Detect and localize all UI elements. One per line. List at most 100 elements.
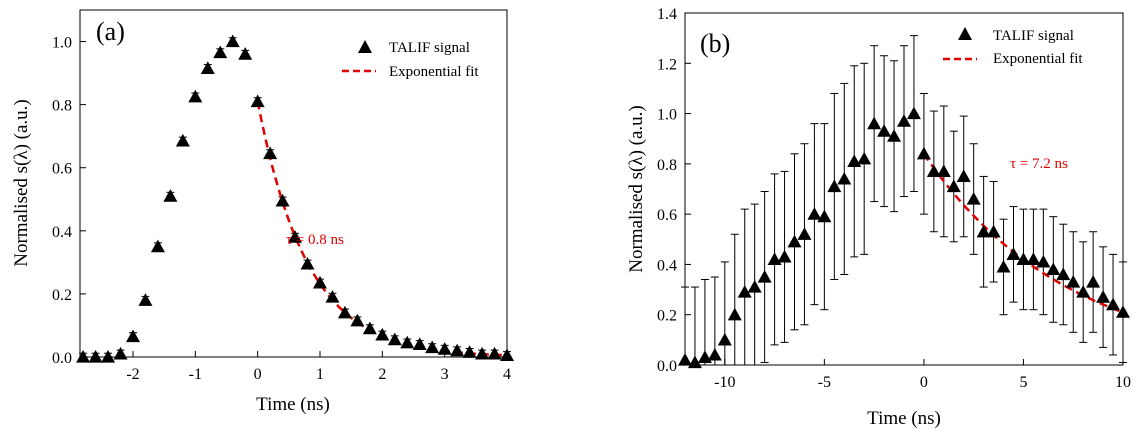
panel-a-talif-point bbox=[150, 239, 165, 253]
panel-b-tau-annotation: τ = 7.2 ns bbox=[1010, 156, 1068, 172]
panel-b-talif-point bbox=[887, 129, 902, 142]
panel-a-x-tick-label: -1 bbox=[189, 366, 202, 383]
panel-b-y-tick-label: 1.0 bbox=[657, 107, 677, 124]
panel-a-talif-point bbox=[175, 133, 190, 147]
panel-b-tag: (b) bbox=[700, 29, 730, 58]
panel-a-talif-point bbox=[375, 327, 390, 341]
panel-b-talif-point bbox=[757, 270, 772, 283]
panel-a-talif-point bbox=[238, 47, 253, 60]
panel-b-y-tick-label: 1.4 bbox=[657, 6, 677, 23]
panel-a-talif-point bbox=[362, 321, 377, 335]
panel-a-x-tick-label: 1 bbox=[316, 366, 324, 383]
panel-b-talif-point bbox=[936, 164, 951, 177]
panel-a-talif-point bbox=[387, 332, 402, 346]
panel-a-talif-point bbox=[88, 350, 103, 363]
panel-b-talif-point bbox=[976, 224, 991, 238]
panel-a-y-tick-label: 1.0 bbox=[52, 35, 72, 52]
panel-a-plot-frame bbox=[79, 9, 508, 358]
panel-b-talif-point bbox=[1026, 252, 1041, 265]
panel-a-talif-point bbox=[101, 350, 116, 363]
panel-a-talif-point bbox=[400, 335, 415, 349]
panel-b-x-tick-label: 5 bbox=[1019, 374, 1027, 391]
panel-b-talif-point bbox=[1056, 267, 1071, 281]
panel-a-x-tick-label: 4 bbox=[503, 366, 511, 383]
panel-a-y-axis-label: Normalised s(λ) (a.u.) bbox=[11, 99, 32, 267]
panel-b-talif-point bbox=[697, 350, 712, 364]
panel-b-talif-point bbox=[1106, 297, 1121, 311]
panel-b-talif-point bbox=[1016, 252, 1031, 265]
panel-b-legend: TALIF signal Exponential fit bbox=[943, 27, 1083, 67]
panel-a-talif-point bbox=[475, 346, 490, 360]
panel-b-talif-point bbox=[1036, 254, 1051, 268]
panel-b-y-tick-label: 0.8 bbox=[657, 157, 677, 174]
panel-a-x-tick-label: 3 bbox=[441, 366, 449, 383]
panel-a-talif-point bbox=[200, 61, 215, 74]
panel-a-talif-point bbox=[350, 313, 365, 327]
panel-a-talif-point bbox=[213, 45, 228, 59]
panel-b-talif-point bbox=[1046, 262, 1061, 276]
panel-a-talif-point bbox=[312, 275, 327, 289]
panel-b-talif-point bbox=[817, 209, 832, 223]
panel-b-talif-point bbox=[767, 252, 782, 265]
panel-a-talif-point bbox=[288, 230, 303, 243]
panel-a-talif-point bbox=[250, 94, 265, 108]
panel-a-talif-point bbox=[337, 305, 352, 319]
panel-b-talif-point bbox=[867, 116, 882, 130]
panel-b-data-marks bbox=[678, 35, 1130, 369]
panel-b-talif-point bbox=[946, 179, 961, 193]
panel-a-legend: TALIF signal Exponential fit bbox=[342, 40, 479, 80]
panel-b-talif-point bbox=[996, 259, 1011, 273]
panel-b-talif-point bbox=[877, 124, 892, 137]
panel-a-y-tick-label: 0.2 bbox=[52, 287, 72, 304]
panel-b-x-tick-label: 0 bbox=[920, 374, 928, 391]
panel-b-talif-point bbox=[727, 307, 742, 321]
panel-a-talif-point bbox=[138, 293, 153, 306]
panel-b-y-axis-label: Normalised s(λ) (a.u.) bbox=[626, 105, 647, 273]
panel-a-y-tick-label: 0.4 bbox=[52, 224, 72, 241]
panel-b-x-axis-label: Time (ns) bbox=[867, 408, 941, 429]
panel-a-y-axis: 0.0 0.2 0.4 0.6 0.8 1.0 bbox=[52, 35, 86, 367]
panel-b-y-axis: 0.0 0.2 0.4 0.6 0.8 1.0 1.2 1.4 bbox=[657, 6, 691, 375]
panel-a-talif-point bbox=[412, 337, 427, 350]
panel-b-x-axis: -10 -5 0 5 10 bbox=[714, 359, 1131, 391]
panel-a-data-marks bbox=[76, 34, 514, 363]
panel-a-talif-point bbox=[325, 290, 340, 303]
panel-b-talif-point bbox=[916, 146, 931, 160]
panel-a-legend-fit: Exponential fit bbox=[389, 64, 479, 80]
panel-a-legend-triangle-icon bbox=[358, 40, 372, 53]
chart-panel-a: -2 -1 0 1 2 3 4 0.0 0.2 0.4 0.6 0.8 1.0 (a) Time (n… bbox=[11, 9, 514, 415]
panel-a-x-tick-label: 0 bbox=[254, 366, 262, 383]
panel-b-talif-point bbox=[797, 227, 812, 240]
panel-a-talif-point bbox=[487, 346, 502, 360]
panel-a-y-tick-label: 0.8 bbox=[52, 98, 72, 115]
panel-a-talif-point bbox=[125, 329, 140, 343]
panel-b-talif-point bbox=[737, 285, 752, 298]
panel-b-talif-point bbox=[966, 192, 981, 205]
panel-a-y-tick-label: 0.6 bbox=[52, 161, 72, 178]
panel-a-talif-point bbox=[263, 146, 278, 160]
panel-a-x-tick-label: -2 bbox=[126, 366, 139, 383]
panel-b-legend-talif: TALIF signal bbox=[993, 28, 1074, 44]
panel-b-x-tick-label: 10 bbox=[1115, 374, 1131, 391]
panel-b-talif-point bbox=[837, 171, 852, 185]
panel-b-talif-point bbox=[1076, 285, 1091, 298]
panel-a-x-axis-label: Time (ns) bbox=[256, 394, 330, 415]
panel-b-talif-point bbox=[847, 154, 862, 167]
panel-a-x-axis: -2 -1 0 1 2 3 4 bbox=[126, 351, 511, 383]
panel-b-talif-point bbox=[1006, 247, 1021, 260]
panel-b-talif-point bbox=[906, 106, 921, 120]
panel-b-talif-point bbox=[717, 332, 732, 346]
panel-b-talif-point bbox=[787, 234, 802, 248]
chart-panel-b: -10 -5 0 5 10 0.0 0.2 0.4 0.6 0.8 1.0 1.2 1.4 (b) T… bbox=[626, 6, 1131, 429]
panel-b-talif-point bbox=[1066, 275, 1081, 288]
panel-b-plot-frame bbox=[684, 12, 1124, 366]
panel-a-talif-point bbox=[450, 343, 465, 357]
panel-b-talif-point bbox=[707, 347, 722, 361]
panel-b-y-tick-label: 0.4 bbox=[657, 257, 677, 274]
panel-b-y-tick-label: 0.6 bbox=[657, 207, 677, 224]
panel-b-talif-point bbox=[1086, 275, 1101, 288]
panel-b-talif-point bbox=[1096, 290, 1111, 303]
panel-a-talif-point bbox=[163, 189, 178, 202]
panel-a-tau-annotation: τ = 0.8 ns bbox=[286, 232, 344, 248]
